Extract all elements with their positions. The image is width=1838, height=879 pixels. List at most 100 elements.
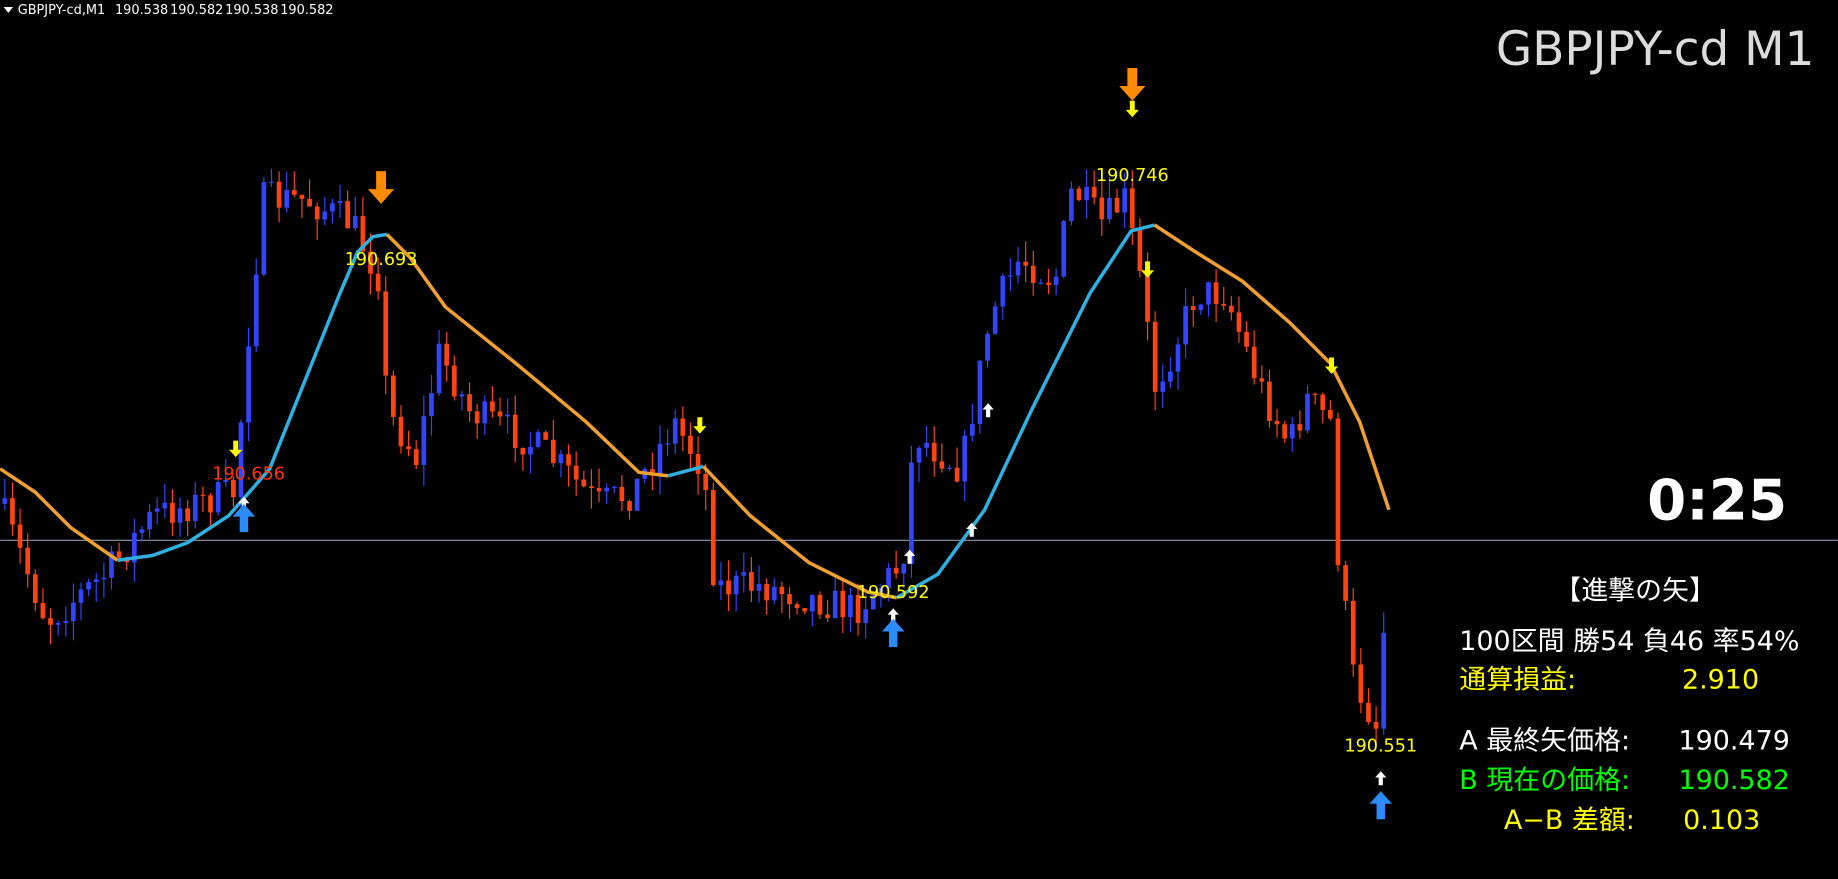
candle-body — [375, 273, 381, 292]
candle-body — [802, 608, 808, 612]
candle-body — [231, 479, 236, 498]
panel-stats: 100区間 勝54 負46 率54% — [1459, 626, 1799, 657]
candle-body — [825, 614, 830, 619]
candle-body — [1015, 261, 1021, 276]
candle-body — [718, 580, 724, 586]
candle-body — [672, 418, 678, 444]
candle-body — [261, 182, 267, 275]
ohlc-open: 190.538 — [115, 3, 168, 18]
chart-title: GBPJPY-cd M1 — [1496, 22, 1815, 77]
candle-body — [253, 274, 259, 347]
ma-line — [1153, 223, 1391, 511]
ma-line — [0, 467, 119, 562]
ohlc-low: 190.538 — [225, 3, 278, 18]
signal-arrow — [1369, 791, 1393, 820]
candle-body — [969, 423, 975, 436]
candle-body — [878, 588, 884, 596]
stats-panel: 【進撃の矢】 100区間 勝54 負46 率54% 通算損益: 2.910 A … — [1459, 575, 1799, 836]
candle-body — [192, 494, 198, 522]
candle-body — [1190, 306, 1196, 310]
candle-body — [101, 577, 107, 580]
signal-arrow — [1375, 771, 1387, 786]
candle-body — [32, 574, 38, 603]
candle-body — [116, 551, 122, 558]
candle-body — [817, 594, 823, 615]
candle-body — [1084, 186, 1089, 201]
candle-body — [55, 623, 61, 625]
candle-body — [1259, 378, 1265, 382]
candle-body — [1046, 282, 1051, 285]
ma-line — [895, 223, 1155, 600]
candle-body — [703, 473, 709, 491]
ma-line — [702, 465, 898, 600]
candle-body — [63, 621, 69, 624]
candle-body — [756, 583, 762, 591]
candle-body — [1175, 344, 1181, 372]
candle-body — [93, 579, 99, 582]
candle-body — [1297, 424, 1303, 431]
candle-body — [1129, 188, 1135, 228]
candle-body — [482, 401, 488, 424]
candle-body — [771, 586, 777, 601]
candle-body — [391, 375, 396, 417]
candle-body — [1305, 393, 1310, 431]
candle-body — [1228, 305, 1234, 313]
candle-body — [650, 469, 655, 474]
menu-triangle[interactable] — [3, 7, 14, 13]
total-label: 通算損益: — [1459, 664, 1576, 695]
candle-body — [535, 432, 541, 447]
candle-body — [1289, 424, 1295, 439]
candle-body — [855, 595, 861, 624]
candle-body — [688, 435, 693, 454]
diff-value: 0.103 — [1683, 805, 1760, 836]
signal-arrow — [367, 171, 395, 204]
candle-body — [1160, 381, 1166, 392]
candle-body — [1168, 371, 1173, 382]
candle-body — [1076, 188, 1082, 201]
candle-body — [406, 446, 411, 450]
candle-body — [139, 529, 145, 533]
candle-body — [413, 449, 419, 465]
candle-body — [1244, 331, 1249, 347]
candle-body — [749, 572, 754, 591]
candle-body — [710, 490, 716, 586]
candle-body — [1206, 282, 1211, 305]
candle-body — [1335, 418, 1341, 566]
candle-body — [459, 394, 465, 397]
signal-arrow — [887, 608, 899, 623]
price-label: 190.693 — [345, 250, 418, 270]
candle-body — [352, 216, 358, 229]
candle-body — [238, 422, 244, 498]
candle-body — [840, 590, 846, 618]
candle-body — [1320, 394, 1326, 410]
candle-body — [1053, 276, 1059, 285]
candle-body — [360, 216, 366, 252]
timer: 0:25 — [1647, 469, 1787, 534]
candle-body — [939, 461, 945, 469]
candle-body — [177, 508, 183, 523]
candle-body — [848, 595, 853, 618]
candle-body — [383, 291, 389, 376]
ma-line — [667, 464, 704, 478]
candle-body — [1069, 188, 1074, 222]
candle-body — [246, 346, 251, 423]
candle-body — [1023, 261, 1028, 266]
a-value: 190.479 — [1678, 725, 1789, 756]
candle-body — [634, 478, 640, 511]
candle-body — [893, 567, 899, 574]
candle-body — [779, 586, 785, 595]
signal-arrow — [881, 618, 905, 647]
ma-line — [385, 233, 669, 478]
candle-body — [421, 416, 427, 465]
candle-body — [1107, 197, 1112, 220]
candle-body — [596, 488, 602, 492]
signal-arrow — [982, 403, 994, 418]
candle-body — [665, 443, 670, 445]
candle-body — [276, 181, 282, 208]
candle-body — [886, 567, 891, 589]
candle-body — [916, 447, 922, 463]
candle-body — [170, 502, 175, 523]
candle-body — [977, 360, 983, 424]
